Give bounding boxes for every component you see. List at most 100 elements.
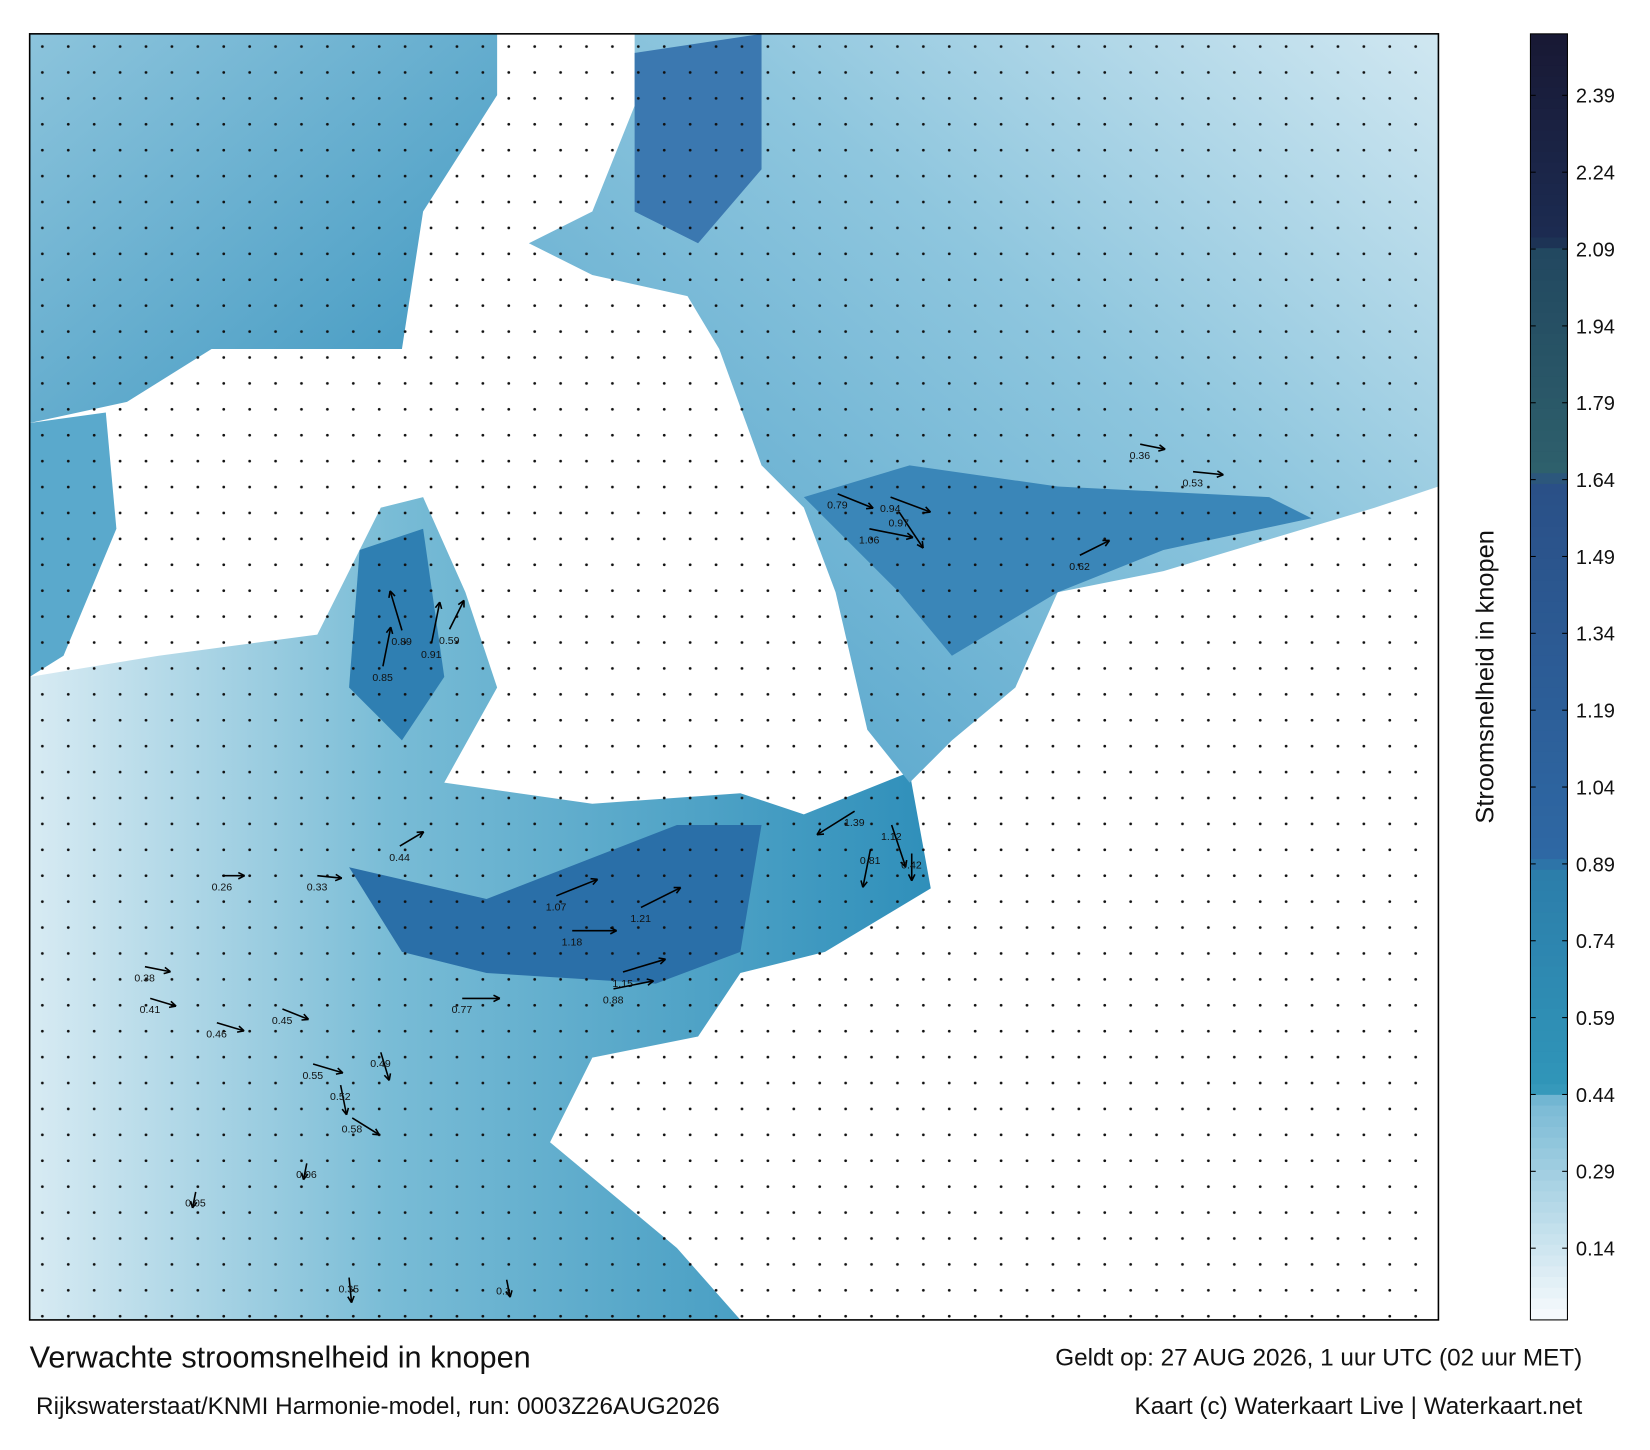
colorbar-step — [1530, 891, 1568, 903]
colorbar-step — [1530, 1191, 1568, 1203]
current-arrowhead — [383, 1073, 392, 1081]
colorbar-step — [1530, 87, 1568, 99]
colorbar-step — [1530, 130, 1568, 142]
current-arrowhead — [347, 1295, 355, 1304]
colorbar-step — [1530, 601, 1568, 614]
colorbar-step — [1530, 1084, 1568, 1096]
current-label: 1.21 — [630, 913, 651, 925]
colorbar-step — [1530, 762, 1568, 774]
current-arrowhead — [900, 859, 908, 868]
colorbar-step — [1530, 419, 1568, 432]
colorbar-step — [1530, 1169, 1568, 1182]
colorbar-step — [1530, 1062, 1568, 1075]
current-label: 0.59 — [439, 635, 460, 647]
colorbar-step — [1530, 494, 1568, 507]
current-arrow — [1140, 443, 1166, 450]
current-arrow — [1192, 470, 1224, 476]
colorbar-step — [1530, 1041, 1568, 1053]
footer-valid: Geldt op: 27 AUG 2026, 1 uur UTC (02 uur… — [1055, 1344, 1582, 1371]
colorbar-step — [1530, 398, 1568, 410]
colorbar-step — [1530, 248, 1568, 260]
current-arrowhead — [1216, 470, 1224, 479]
colorbar-step — [1530, 623, 1568, 635]
colorbar-step — [1530, 537, 1568, 549]
current-label: 0.45 — [272, 1015, 293, 1027]
colorbar-step — [1530, 1223, 1568, 1235]
colorbar-step — [1530, 173, 1568, 185]
colorbar-step — [1530, 237, 1568, 249]
current-label: 0.52 — [330, 1091, 351, 1103]
colorbar-step — [1530, 773, 1568, 785]
current-arrowhead — [236, 1025, 245, 1033]
map-area: 0.44 0.55 0.58 0.89 0.91 0.85 0.59 1.06 0.94 0.97… — [29, 33, 1439, 1320]
colorbar-step — [1530, 569, 1568, 582]
current-arrow — [380, 1052, 390, 1081]
colorbar-tick-label: 0.14 — [1576, 1239, 1615, 1261]
colorbar-step — [1530, 548, 1568, 560]
footer-credit: Kaart (c) Waterkaart Live | Waterkaart.n… — [1135, 1393, 1583, 1420]
current-arrowhead — [907, 874, 916, 882]
grid-dots — [29, 33, 1439, 1320]
colorbar-step — [1530, 76, 1568, 89]
colorbar-step — [1530, 976, 1568, 989]
colorbar-tick-label: 0.59 — [1576, 1008, 1615, 1030]
colorbar-step — [1530, 1298, 1568, 1310]
current-arrowhead — [658, 957, 667, 965]
current-arrowhead — [590, 877, 599, 886]
colorbar-step — [1530, 784, 1568, 796]
colorbar-step — [1530, 1030, 1568, 1042]
colorbar-tick-label: 2.24 — [1576, 163, 1615, 185]
colorbar-step — [1530, 526, 1568, 539]
colorbar-step — [1530, 901, 1568, 914]
colorbar-step — [1530, 119, 1568, 131]
colorbar-step — [1530, 1019, 1568, 1032]
colorbar-step — [1530, 323, 1568, 335]
colorbar-step — [1530, 1116, 1568, 1128]
colorbar-step — [1530, 1180, 1568, 1192]
colorbar-step — [1530, 1137, 1568, 1150]
current-label: 0.1 — [496, 1286, 511, 1298]
colorbar-step — [1530, 430, 1568, 442]
current-label: 0.94 — [880, 503, 901, 515]
colorbar-step — [1530, 1009, 1568, 1021]
colorbar-step — [1530, 869, 1568, 882]
current-arrow — [191, 1191, 197, 1209]
colorbar-step — [1530, 666, 1568, 678]
current-label: 0.85 — [372, 672, 393, 684]
current-arrow — [389, 590, 403, 631]
colorbar-tick-label: 1.04 — [1576, 777, 1615, 799]
colorbar-tick-label: 0.29 — [1576, 1162, 1615, 1184]
colorbar-step — [1530, 44, 1568, 56]
current-arrow — [339, 1084, 348, 1115]
current-labels: 0.44 0.55 0.58 0.89 0.91 0.85 0.59 1.06 0.94 0.97… — [134, 443, 1224, 1304]
current-label: 0.81 — [860, 855, 881, 867]
colorbar-step — [1530, 1159, 1568, 1171]
current-arrow — [640, 886, 682, 909]
current-label: 0.91 — [421, 649, 442, 661]
colorbar-step — [1530, 162, 1568, 174]
current-label: 1.07 — [546, 902, 567, 914]
current-arrowhead — [189, 1200, 198, 1209]
colorbar-step — [1530, 355, 1568, 367]
current-arrowhead — [905, 532, 914, 541]
current-label: 0.79 — [827, 500, 848, 512]
colorbar-step — [1530, 730, 1568, 742]
colorbar-tick-label: 1.49 — [1576, 547, 1615, 569]
current-arrow — [837, 493, 874, 509]
colorbar-step — [1530, 826, 1568, 839]
colorbar-step — [1530, 719, 1568, 732]
colorbar-step — [1530, 344, 1568, 356]
colorbar-step — [1530, 934, 1568, 946]
current-arrowhead — [334, 873, 343, 882]
colorbar-tick-label: 1.19 — [1576, 701, 1615, 723]
current-arrow — [622, 958, 666, 973]
current-arrow — [282, 1008, 309, 1021]
colorbar: 0.14 0.29 0.44 0.59 0.74 0.89 1.04 1.19 1.34 1.49… — [1529, 33, 1615, 1321]
current-arrow — [862, 849, 872, 888]
colorbar-step — [1530, 741, 1568, 753]
current-arrow — [317, 874, 342, 879]
colorbar-step — [1530, 141, 1568, 153]
current-arrowhead — [416, 830, 425, 839]
colorbar-step — [1530, 805, 1568, 817]
